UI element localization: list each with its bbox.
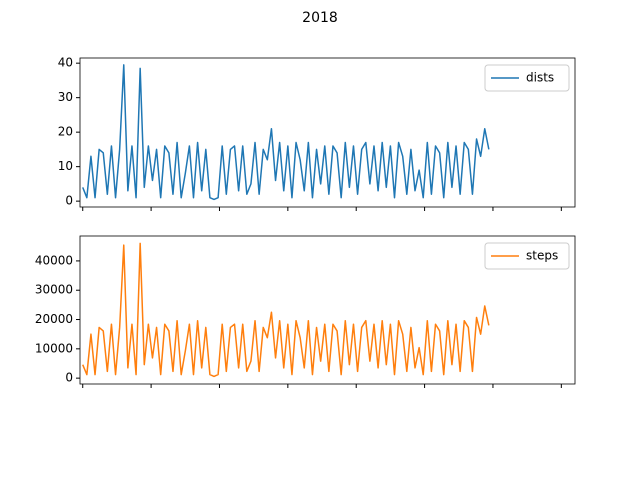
data-line xyxy=(82,242,490,378)
y-tick-label: 20000 xyxy=(35,312,73,326)
data-line xyxy=(82,64,490,201)
y-tick-label: 10000 xyxy=(35,341,73,355)
y-tick-label: 0 xyxy=(65,194,73,208)
legend-box xyxy=(484,64,570,92)
y-tick-label: 40 xyxy=(58,56,73,70)
y-tick-label: 30000 xyxy=(35,283,73,297)
y-tick-label: 20 xyxy=(58,125,73,139)
legend-box xyxy=(484,242,570,270)
figure-title: 2018 xyxy=(302,10,338,26)
axes-frame xyxy=(79,235,576,385)
y-tick-label: 0 xyxy=(65,371,73,385)
legend-label: dists xyxy=(526,71,554,85)
y-tick-label: 30 xyxy=(58,90,73,104)
y-tick-label: 10 xyxy=(58,159,73,173)
axes-frame xyxy=(79,57,576,208)
legend-label: steps xyxy=(526,249,558,263)
y-tick-label: 40000 xyxy=(35,253,73,267)
